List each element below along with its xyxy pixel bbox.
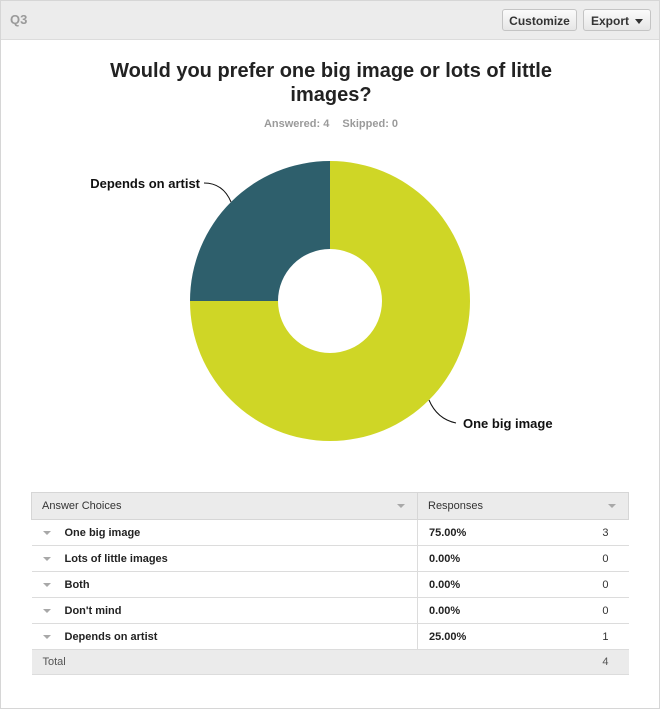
- customize-button[interactable]: Customize: [502, 9, 577, 31]
- table-row: Both 0.00% 0: [31, 571, 629, 598]
- expand-caret-icon[interactable]: [42, 634, 51, 639]
- sort-caret-icon: [397, 504, 405, 508]
- pie-slice-depends-on-artist: [190, 161, 330, 301]
- total-label: Total: [31, 649, 559, 675]
- column-header-responses[interactable]: Responses: [417, 492, 629, 520]
- response-percent: 0.00%: [417, 545, 559, 572]
- total-row: Total 4: [31, 649, 629, 675]
- question-title: Would you prefer one big image or lots o…: [110, 60, 552, 106]
- response-percent: 0.00%: [417, 597, 559, 624]
- choice-label: One big image: [64, 526, 141, 539]
- table-row: Lots of little images 0.00% 0: [31, 545, 629, 572]
- expand-caret-icon[interactable]: [42, 608, 51, 613]
- column-header-answer-choices[interactable]: Answer Choices: [31, 492, 418, 520]
- response-count: 3: [559, 519, 629, 546]
- choice-label: Depends on artist: [64, 630, 158, 643]
- leader-line: [203, 182, 232, 203]
- response-count: 0: [559, 571, 629, 598]
- response-count: 0: [559, 597, 629, 624]
- response-percent: 0.00%: [417, 571, 559, 598]
- table-row: Don't mind 0.00% 0: [31, 597, 629, 624]
- leader-line: [428, 399, 457, 424]
- answered-count: Answered: 4: [263, 118, 330, 130]
- response-count: 1: [559, 623, 629, 650]
- skipped-count: Skipped: 0: [342, 118, 399, 130]
- total-count: 4: [559, 649, 629, 675]
- sort-caret-icon: [608, 504, 616, 508]
- slice-label: One big image: [463, 416, 553, 431]
- slice-label: Depends on artist: [90, 176, 200, 191]
- choice-label: Don't mind: [64, 604, 122, 617]
- pie-slice-one-big-image: [190, 161, 470, 441]
- table-row: Depends on artist 25.00% 1: [31, 623, 629, 650]
- choice-label: Lots of little images: [64, 552, 168, 565]
- chevron-down-icon: [635, 19, 643, 25]
- question-number: Q3: [10, 12, 28, 27]
- panel-header: Q3 Customize Export: [1, 1, 659, 40]
- table-row: One big image 75.00% 3: [31, 519, 629, 546]
- export-label: Export: [590, 14, 629, 28]
- export-button[interactable]: Export: [583, 9, 651, 31]
- expand-caret-icon[interactable]: [42, 530, 51, 535]
- response-summary: Answered: 4 Skipped: 0: [201, 118, 461, 130]
- answer-table: Answer Choices Responses One big image 7…: [31, 492, 629, 675]
- expand-caret-icon[interactable]: [42, 582, 51, 587]
- response-percent: 25.00%: [417, 623, 559, 650]
- choice-label: Both: [64, 578, 90, 591]
- response-count: 0: [559, 545, 629, 572]
- expand-caret-icon[interactable]: [42, 556, 51, 561]
- donut-chart: One big image Depends on artist: [90, 161, 553, 441]
- response-percent: 75.00%: [417, 519, 559, 546]
